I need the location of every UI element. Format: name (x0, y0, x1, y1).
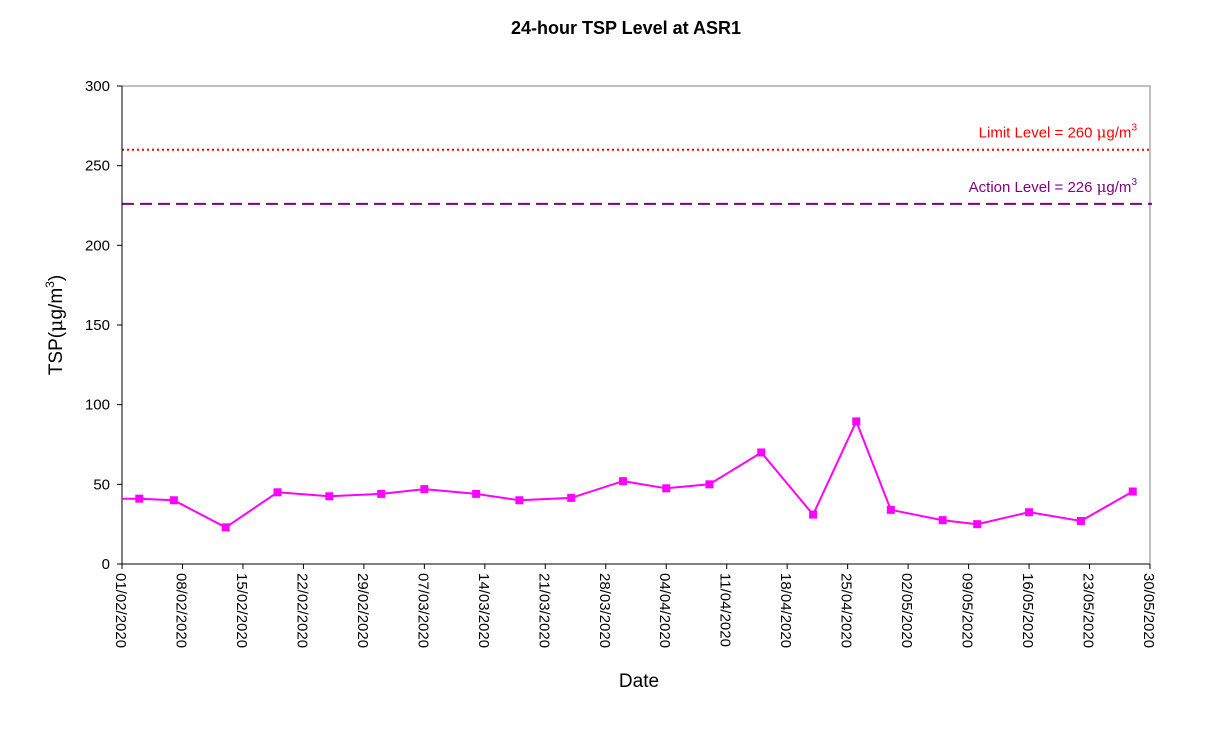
y-axis-title-sup: 3 (43, 281, 57, 288)
data-point (852, 417, 861, 426)
data-point (619, 477, 628, 486)
x-tick-label: 14/03/2020 (475, 573, 492, 648)
y-tick-label: 0 (102, 556, 110, 573)
x-tick-label: 16/05/2020 (1019, 573, 1036, 648)
y-axis: 0 50 100 150 200 250 300 (85, 78, 123, 573)
reference-line-label: Limit Level = 260 μg/m3 (979, 123, 1138, 142)
data-point (886, 505, 895, 514)
data-point (420, 485, 429, 494)
y-axis-title-prefix: TSP( (46, 331, 67, 375)
reference-line-label-prefix: Limit Level = 260 (979, 125, 1097, 142)
data-point (472, 489, 481, 498)
x-tick-label: 22/02/2020 (293, 573, 310, 648)
reference-line-label-mu: μ (1097, 124, 1107, 142)
reference-line-label-unit: g/m (1106, 179, 1131, 196)
y-tick-label: 50 (93, 476, 110, 493)
series-layer (122, 417, 1137, 532)
y-axis-title: TSP(μg/m3) (43, 275, 67, 375)
data-point (273, 488, 282, 497)
series-line-0 (122, 418, 1134, 529)
y-axis-title-suffix: ) (46, 275, 67, 281)
y-axis-title-mu: μ (45, 320, 67, 332)
data-point (221, 523, 230, 532)
data-point (377, 489, 386, 498)
y-tick-label: 100 (85, 397, 110, 414)
data-point (567, 493, 576, 502)
data-point (325, 492, 334, 501)
data-point (135, 494, 144, 503)
reference-line-label-unit: g/m (1106, 125, 1131, 142)
x-tick-label: 07/03/2020 (414, 573, 431, 648)
x-tick-label: 09/05/2020 (959, 573, 976, 648)
data-point (1025, 508, 1034, 517)
x-tick-label: 15/02/2020 (233, 573, 250, 648)
x-tick-label: 29/02/2020 (354, 573, 371, 648)
chart-title: 24-hour TSP Level at ASR1 (511, 18, 741, 38)
data-point (662, 484, 671, 493)
y-tick-label: 200 (85, 237, 110, 254)
data-point (938, 516, 947, 525)
data-point (973, 520, 982, 529)
y-tick-label: 300 (85, 78, 110, 95)
x-tick-label: 21/03/2020 (535, 573, 552, 648)
x-tick-label: 30/05/2020 (1140, 573, 1157, 648)
reference-line-label: Action Level = 226 μg/m3 (969, 177, 1138, 196)
x-tick-label: 04/04/2020 (656, 573, 673, 648)
x-tick-label: 01/02/2020 (112, 573, 129, 648)
x-tick-label: 18/04/2020 (777, 573, 794, 648)
x-axis: 01/02/2020 08/02/2020 15/02/2020 22/02/2020… (112, 563, 1157, 648)
data-point (1076, 516, 1085, 525)
x-tick-label: 28/03/2020 (596, 573, 613, 648)
reference-line-label-sup: 3 (1131, 123, 1137, 134)
x-tick-label: 08/02/2020 (172, 573, 189, 648)
x-tick-label: 11/04/2020 (717, 573, 734, 647)
data-point (809, 510, 818, 519)
x-axis-title: Date (619, 671, 659, 692)
data-point (1128, 487, 1137, 496)
x-tick-label: 25/04/2020 (838, 573, 855, 648)
x-tick-label: 02/05/2020 (898, 573, 915, 648)
y-axis-title-unit: g/m (46, 288, 67, 320)
data-point (705, 480, 714, 489)
y-tick-label: 150 (85, 317, 110, 334)
reference-line-label-sup: 3 (1131, 177, 1137, 188)
data-point (515, 496, 524, 505)
y-tick-label: 250 (85, 158, 110, 175)
x-tick-label: 23/05/2020 (1080, 573, 1097, 648)
reference-line-label-prefix: Action Level = 226 (969, 179, 1097, 196)
data-point (757, 448, 766, 457)
data-point (169, 496, 178, 505)
reference-line-label-mu: μ (1097, 178, 1107, 196)
